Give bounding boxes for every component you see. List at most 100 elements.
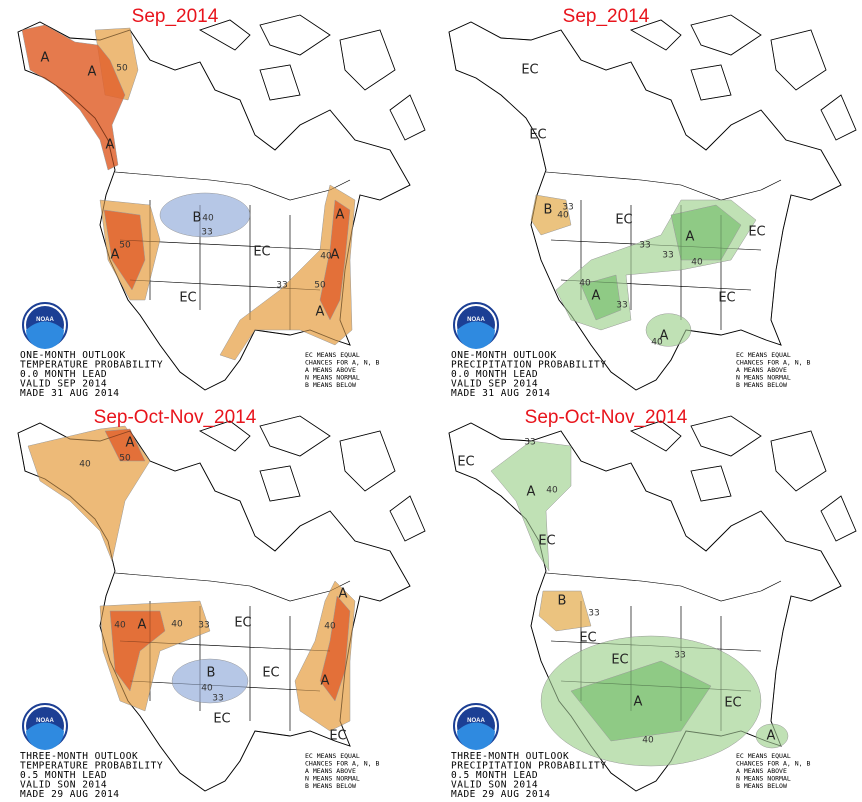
map-label: 33: [639, 241, 650, 251]
outlook-line: THREE-MONTH OUTLOOK: [20, 751, 138, 762]
map-label: 50: [314, 281, 326, 291]
map-label: EC: [579, 631, 596, 646]
map-label: A: [527, 485, 536, 500]
logo-mark: [22, 703, 68, 751]
legend-line: N MEANS NORMAL: [305, 775, 360, 783]
outlook-line: TEMPERATURE PROBABILITY: [20, 360, 163, 371]
legend-line: CHANCES FOR A, N, B: [305, 359, 379, 367]
legend-line: EC MEANS EQUAL: [736, 351, 791, 359]
map-label: A: [126, 436, 135, 451]
legend-line: EC MEANS EQUAL: [305, 752, 360, 760]
logo-text: NOAA: [36, 317, 54, 323]
map-label: 33: [588, 609, 599, 619]
logo-text: NOAA: [467, 317, 485, 323]
map-label: A: [106, 138, 115, 153]
map-label: A: [660, 329, 669, 344]
map-label: A: [331, 248, 340, 263]
logo-mark: [453, 703, 499, 751]
map-panel: Sep-Oct-Nov_2014 EC 33 A 40 EC B 33 EC EC 33 A 40 EC A…: [448, 407, 857, 800]
panel-title: Sep_2014: [132, 6, 219, 27]
map-label: 50: [119, 241, 131, 251]
map-label: A: [111, 248, 120, 263]
map-label: EC: [179, 291, 196, 306]
noaa-logo: NOAA: [22, 302, 68, 350]
map-label: A: [634, 695, 643, 710]
map-label: 33: [674, 651, 685, 661]
map-label: A: [316, 305, 325, 320]
logo-text: NOAA: [467, 718, 485, 724]
outlook-line: 0.0 MONTH LEAD: [451, 369, 538, 380]
legend-line: B MEANS BELOW: [305, 381, 356, 389]
map-label: 40: [201, 684, 213, 694]
map-label: 50: [116, 64, 128, 74]
map-label: EC: [329, 729, 346, 744]
legend-line: N MEANS NORMAL: [305, 374, 360, 382]
outlook-line: PRECIPITATION PROBABILITY: [451, 360, 607, 371]
map-label: 40: [114, 621, 126, 631]
map-label: 33: [276, 281, 287, 291]
map-label: EC: [262, 666, 279, 681]
legend-line: EC MEANS EQUAL: [736, 752, 791, 760]
legend-line: CHANCES FOR A, N, B: [305, 760, 379, 768]
legend-line: N MEANS NORMAL: [736, 775, 791, 783]
map-label: 33: [198, 621, 209, 631]
map-label: EC: [234, 616, 251, 631]
map-label: 40: [202, 214, 214, 224]
panel-title: Sep_2014: [563, 6, 650, 27]
noaa-logo: NOAA: [453, 302, 499, 350]
map-label: 33: [212, 694, 223, 704]
outlook-line: PRECIPITATION PROBABILITY: [451, 761, 607, 772]
map-label: B: [193, 211, 202, 226]
legend-line: A MEANS ABOVE: [305, 767, 356, 775]
map-label: B: [544, 203, 553, 218]
legend-line: B MEANS BELOW: [305, 782, 356, 790]
outlook-line: 0.0 MONTH LEAD: [20, 369, 107, 380]
legend-line: A MEANS ABOVE: [305, 366, 356, 374]
legend-line: EC MEANS EQUAL: [305, 351, 360, 359]
border-lines: [17, 415, 426, 792]
panel-title: Sep-Oct-Nov_2014: [525, 407, 688, 428]
map-label: A: [138, 618, 147, 633]
outlook-line: VALID SEP 2014: [451, 379, 538, 390]
map-label: 40: [320, 252, 332, 262]
logo-mark: [453, 302, 499, 350]
map-label: 40: [171, 620, 183, 630]
outlook-line: THREE-MONTH OUTLOOK: [451, 751, 569, 762]
border-lines: [448, 14, 857, 391]
map-label: 40: [651, 338, 663, 348]
map-label: EC: [457, 455, 474, 470]
legend-line: A MEANS ABOVE: [736, 366, 787, 374]
legend-line: CHANCES FOR A, N, B: [736, 359, 810, 367]
map-label: 40: [691, 258, 703, 268]
map-label: 33: [201, 228, 212, 238]
map-label: A: [767, 729, 776, 744]
map-label: 33: [616, 301, 627, 311]
map-label: EC: [611, 653, 628, 668]
map-label: EC: [538, 534, 555, 549]
map-label: B: [558, 594, 567, 609]
map-label: EC: [748, 225, 765, 240]
map-label: 40: [546, 486, 558, 496]
legend-line: N MEANS NORMAL: [736, 374, 791, 382]
map-label: 40: [579, 279, 591, 289]
noaa-logo: NOAA: [22, 703, 68, 751]
map-label: 33: [524, 438, 535, 448]
panel-title: Sep-Oct-Nov_2014: [94, 407, 257, 428]
logo-mark: [22, 302, 68, 350]
map-label: 33: [562, 203, 573, 213]
legend-line: B MEANS BELOW: [736, 782, 787, 790]
map-label: EC: [529, 128, 546, 143]
map-label: EC: [253, 245, 270, 260]
map-label: A: [88, 65, 97, 80]
outlook-line: 0.5 MONTH LEAD: [451, 770, 538, 781]
outlook-line: 0.5 MONTH LEAD: [20, 770, 107, 781]
outlook-line: TEMPERATURE PROBABILITY: [20, 761, 163, 772]
outlook-line: MADE 31 AUG 2014: [20, 388, 120, 399]
map-label: B: [207, 666, 216, 681]
border-lines: [17, 14, 426, 391]
outlook-line: VALID SON 2014: [20, 780, 107, 791]
